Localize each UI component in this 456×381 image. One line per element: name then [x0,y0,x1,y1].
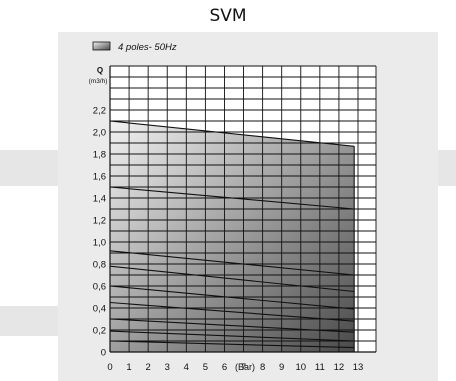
background-band-left-lower [0,306,58,336]
y-axis-label-q: Q [97,66,103,75]
envelope-fill [110,121,355,352]
y-tick-label: 2,2 [93,106,106,117]
y-tick-label: 0,2 [93,326,106,337]
series-line-6 [109,265,355,293]
background-band-left [0,150,58,186]
grid [109,65,377,353]
x-tick-label: 6 [222,362,227,373]
x-tick-label: 12 [334,362,345,373]
y-tick-label: 0,8 [93,260,106,271]
x-tick-label: 1 [126,362,131,373]
y-tick-label: 1,2 [93,216,106,227]
series-line-3 [109,318,355,333]
x-tick-label: 8 [260,362,265,373]
tick-labels: 0 1 2 3 4 5 6 7 8 9 10 11 12 1300,20,40,60,81,01,21,4… [93,106,364,374]
series-line-1 [109,340,355,349]
x-tick-label: 11 [315,362,325,373]
legend-label: 4 poles- 50Hz [118,42,177,53]
y-tick-label: 0 [101,348,106,359]
series-line-8 [109,186,355,210]
series-lines [109,120,355,352]
series-line-2 [109,330,355,342]
y-tick-label: 2,0 [93,128,106,139]
background-band-right [436,150,456,186]
y-tick-label: 1,6 [93,172,106,183]
y-axis-unit-label: (m3/h) [89,78,108,85]
x-tick-label: 10 [295,362,306,373]
y-tick-label: 0,4 [93,304,106,315]
series-line-9 [109,120,355,147]
series-line-4 [109,301,355,322]
y-tick-label: 1,4 [93,194,106,205]
x-tick-label: 9 [279,362,284,373]
x-tick-label: 0 [107,362,112,373]
page-title: SVM [209,6,247,26]
x-tick-label: 5 [203,362,208,373]
x-axis-unit-label: (Bar) [235,362,255,372]
x-tick-label: 2 [146,362,151,373]
legend-swatch [92,41,111,51]
x-tick-label: 13 [353,362,364,373]
series-line-5 [109,285,355,310]
x-tick-label: 4 [184,362,189,373]
y-tick-label: 0,6 [93,282,106,293]
y-tick-label: 1,8 [93,150,106,161]
x-tick-label: 7 [241,362,246,373]
y-tick-label: 1,0 [93,238,106,249]
series-line-7 [109,250,355,276]
x-tick-label: 3 [165,362,170,373]
